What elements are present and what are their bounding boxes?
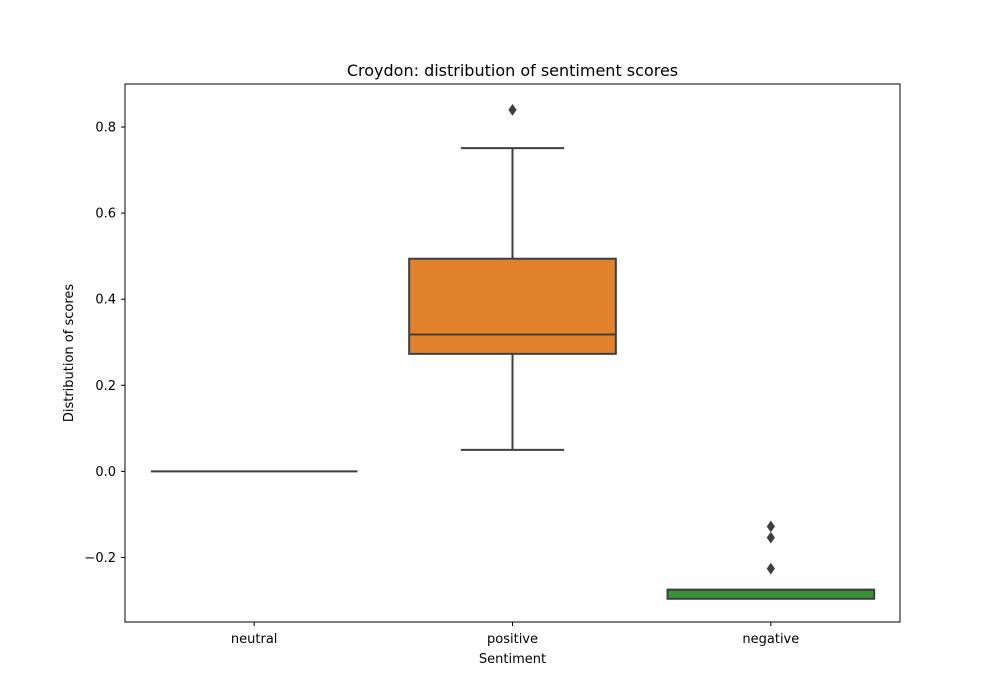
x-tick-label: positive: [487, 632, 538, 647]
outlier-negative: [766, 520, 775, 533]
y-tick-label: −0.2: [84, 551, 116, 566]
y-tick-label: 0.8: [95, 121, 116, 136]
y-tick-label: 0.6: [95, 207, 116, 222]
x-axis-title: Sentiment: [479, 652, 546, 667]
chart-title: Croydon: distribution of sentiment score…: [347, 61, 678, 80]
y-tick-label: 0.2: [95, 379, 116, 394]
axes-frame: [124, 83, 901, 623]
x-tick-label: negative: [742, 632, 799, 647]
outlier-negative: [766, 562, 775, 575]
y-tick-label: 0.4: [95, 293, 116, 308]
y-axis-title: Distribution of scores: [62, 284, 77, 423]
outlier-positive: [508, 103, 517, 116]
outlier-negative: [766, 531, 775, 544]
y-tick-label: 0.0: [95, 465, 116, 480]
box-positive: [408, 257, 617, 355]
box-negative: [666, 588, 876, 600]
x-tick-label: neutral: [231, 632, 278, 647]
plot-area: −0.2 0.0 0.2 0.4 0.6 0.8 neutral positive negati…: [84, 103, 876, 647]
